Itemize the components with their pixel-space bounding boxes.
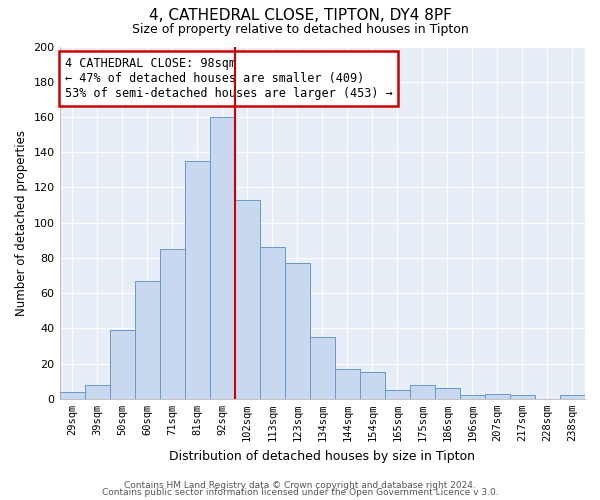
Bar bbox=[59, 392, 85, 399]
Bar bbox=[560, 396, 585, 399]
Bar bbox=[134, 281, 160, 399]
Bar bbox=[110, 330, 134, 399]
Bar bbox=[85, 384, 110, 399]
Bar bbox=[360, 372, 385, 399]
Bar bbox=[235, 200, 260, 399]
Text: Size of property relative to detached houses in Tipton: Size of property relative to detached ho… bbox=[131, 22, 469, 36]
Bar bbox=[285, 263, 310, 399]
Bar bbox=[335, 369, 360, 399]
Y-axis label: Number of detached properties: Number of detached properties bbox=[15, 130, 28, 316]
Bar bbox=[435, 388, 460, 399]
Bar bbox=[385, 390, 410, 399]
Bar bbox=[310, 337, 335, 399]
Text: Contains public sector information licensed under the Open Government Licence v : Contains public sector information licen… bbox=[101, 488, 499, 497]
Bar bbox=[410, 384, 435, 399]
X-axis label: Distribution of detached houses by size in Tipton: Distribution of detached houses by size … bbox=[169, 450, 475, 462]
Text: 4 CATHEDRAL CLOSE: 98sqm
← 47% of detached houses are smaller (409)
53% of semi-: 4 CATHEDRAL CLOSE: 98sqm ← 47% of detach… bbox=[65, 57, 392, 100]
Bar bbox=[460, 396, 485, 399]
Text: 4, CATHEDRAL CLOSE, TIPTON, DY4 8PF: 4, CATHEDRAL CLOSE, TIPTON, DY4 8PF bbox=[149, 8, 451, 22]
Bar bbox=[185, 161, 209, 399]
Bar bbox=[510, 396, 535, 399]
Bar bbox=[209, 117, 235, 399]
Bar bbox=[485, 394, 510, 399]
Bar bbox=[260, 248, 285, 399]
Text: Contains HM Land Registry data © Crown copyright and database right 2024.: Contains HM Land Registry data © Crown c… bbox=[124, 481, 476, 490]
Bar bbox=[160, 249, 185, 399]
